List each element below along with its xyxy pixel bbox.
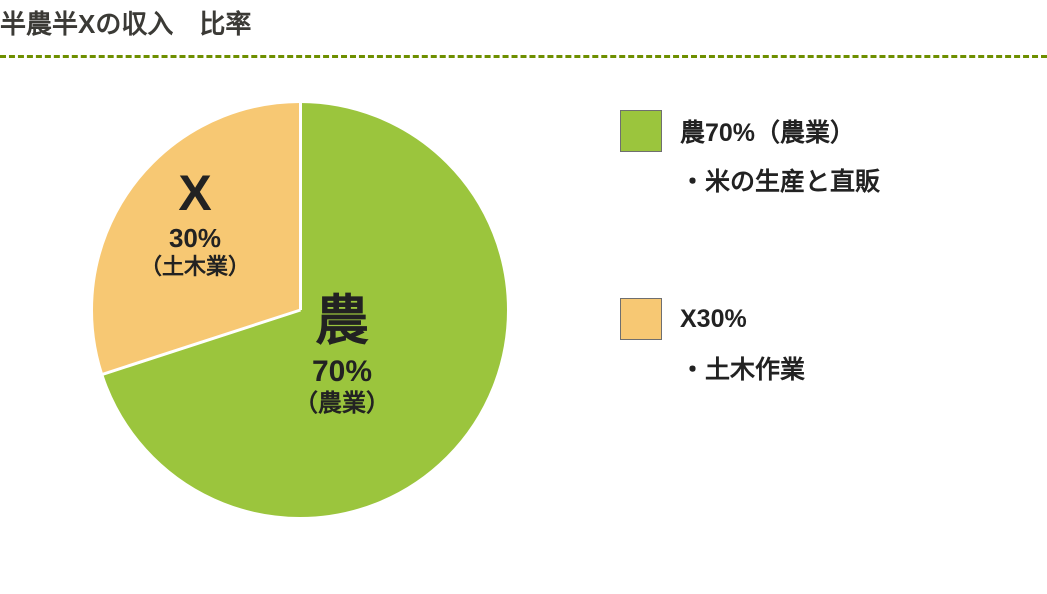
page-title: 半農半Xの収入 比率: [0, 0, 1047, 55]
legend: 農70%（農業） ・米の生産と直販 X30% ・土木作業: [620, 100, 880, 486]
legend-label: X30%: [680, 305, 747, 334]
pie-separator: [100, 309, 301, 377]
legend-label: 農70%（農業）: [680, 113, 855, 149]
legend-swatch: [620, 110, 662, 152]
pie-slice-label-nou: 農70%（農業）: [294, 289, 390, 419]
pie-slice-pct-nou: 70%: [294, 354, 390, 390]
legend-row: 農70%（農業）: [620, 110, 880, 152]
legend-item: X30% ・土木作業: [620, 298, 880, 386]
pie-labels: 農70%（農業） X30%（土木業）: [90, 100, 510, 520]
pie-slice-pct-x: 30%: [140, 223, 250, 254]
legend-row: X30%: [620, 298, 880, 340]
pie-slice-big-nou: 農: [294, 289, 390, 354]
pie-separator: [299, 100, 302, 310]
content-area: 農70%（農業）X30%（土木業） 農70%（農業）・米の生産と直販X30%・土…: [0, 58, 1047, 520]
legend-bullet: ・土木作業: [680, 350, 880, 386]
pie-slice-sub-x: （土木業）: [140, 254, 250, 280]
pie-slice-label-x: X30%（土木業）: [140, 163, 250, 281]
legend-swatch: [620, 298, 662, 340]
pie-slice-sub-nou: （農業）: [294, 390, 390, 419]
legend-bullet: ・米の生産と直販: [680, 162, 880, 198]
pie-slice-big-x: X: [140, 163, 250, 223]
pie-chart: 農70%（農業） X30%（土木業）: [90, 100, 510, 520]
legend-item: 農70%（農業） ・米の生産と直販: [620, 110, 880, 198]
